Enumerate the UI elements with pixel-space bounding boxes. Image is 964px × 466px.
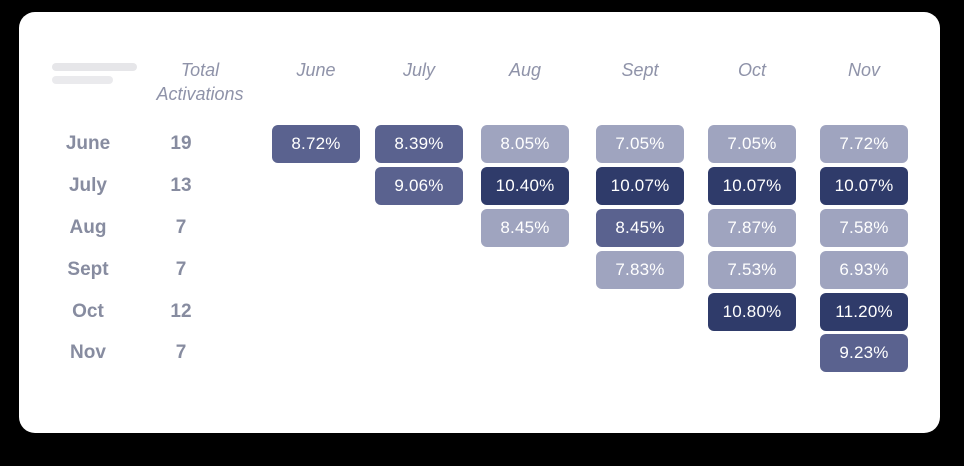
row-label-nov: Nov xyxy=(70,342,106,363)
total-activations-header-line1: Total xyxy=(180,60,220,80)
heatmap-cell: 9.06% xyxy=(375,167,463,205)
column-header-june: June xyxy=(296,59,336,80)
heatmap-cell: 7.72% xyxy=(820,125,908,163)
heatmap-cell: 11.20% xyxy=(820,293,908,331)
column-header-sept: Sept xyxy=(621,59,659,80)
placeholder-line-icon xyxy=(52,63,137,71)
row-label-july: July xyxy=(68,175,108,196)
total-activations-header: Total Activations xyxy=(110,58,290,106)
heatmap-cell: 7.53% xyxy=(708,251,796,289)
row-label-sept: Sept xyxy=(67,259,109,280)
row-total-aug: 7 xyxy=(175,217,187,238)
row-label-oct: Oct xyxy=(72,301,104,322)
total-activations-header-line2: Activations xyxy=(156,84,244,104)
heatmap-cell: 10.07% xyxy=(708,167,796,205)
heatmap-cell: 9.23% xyxy=(820,334,908,372)
column-header-nov: Nov xyxy=(847,59,880,80)
heatmap-cell: 8.05% xyxy=(481,125,569,163)
heatmap-cell: 7.87% xyxy=(708,209,796,247)
heatmap-cell: 7.83% xyxy=(596,251,684,289)
column-header-july: July xyxy=(402,59,435,80)
row-total-july: 13 xyxy=(170,175,192,196)
heatmap-cell: 8.72% xyxy=(272,125,360,163)
heatmap-cell: 8.45% xyxy=(596,209,684,247)
row-total-nov: 7 xyxy=(175,342,187,363)
heatmap-cell: 8.39% xyxy=(375,125,463,163)
heatmap-cell: 10.40% xyxy=(481,167,569,205)
heatmap-cell: 7.05% xyxy=(708,125,796,163)
row-total-june: 19 xyxy=(170,133,192,154)
row-label-aug: Aug xyxy=(69,217,107,238)
row-label-june: June xyxy=(65,133,111,154)
placeholder-line-icon xyxy=(52,76,113,84)
row-total-sept: 7 xyxy=(175,259,187,280)
heatmap-cell: 10.80% xyxy=(708,293,796,331)
column-header-aug: Aug xyxy=(508,59,542,80)
cohort-analysis-card: Total Activations June July Aug Sept Oct Nov … xyxy=(19,12,940,433)
heatmap-cell: 6.93% xyxy=(820,251,908,289)
row-total-oct: 12 xyxy=(170,301,192,322)
heatmap-cell: 8.45% xyxy=(481,209,569,247)
heatmap-cell: 10.07% xyxy=(596,167,684,205)
column-header-oct: Oct xyxy=(737,59,766,80)
heatmap-cell: 7.05% xyxy=(596,125,684,163)
heatmap-cell: 7.58% xyxy=(820,209,908,247)
heatmap-cell: 10.07% xyxy=(820,167,908,205)
